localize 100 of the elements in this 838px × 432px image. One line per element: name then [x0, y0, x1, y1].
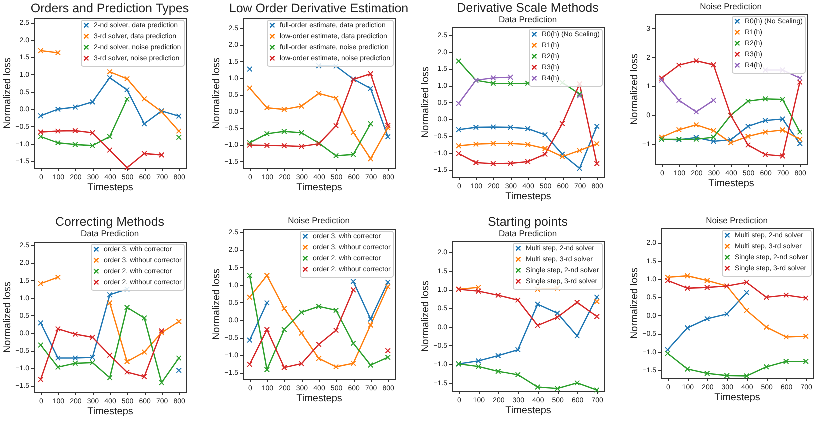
point — [264, 131, 270, 137]
point — [456, 150, 462, 157]
point — [496, 368, 502, 374]
point — [107, 300, 113, 306]
point — [476, 358, 482, 364]
point — [38, 342, 44, 348]
point — [676, 98, 682, 104]
point — [247, 142, 253, 148]
point — [535, 322, 541, 329]
point — [496, 353, 502, 359]
point — [72, 128, 78, 134]
point — [745, 134, 752, 140]
point — [385, 280, 391, 286]
point — [350, 360, 356, 366]
point — [594, 141, 600, 147]
point — [694, 122, 700, 128]
point — [797, 75, 803, 82]
point — [333, 123, 340, 129]
point — [744, 373, 750, 380]
point — [368, 86, 374, 92]
point — [508, 74, 514, 80]
point — [72, 332, 78, 338]
point — [298, 103, 305, 110]
point — [142, 349, 148, 356]
point — [710, 138, 717, 144]
point — [368, 156, 374, 162]
point — [784, 292, 790, 298]
point — [764, 294, 770, 300]
point — [385, 122, 391, 129]
point — [744, 308, 750, 314]
point — [764, 324, 770, 330]
point — [107, 292, 113, 298]
point — [515, 297, 521, 304]
chart-title: Starting points — [488, 215, 568, 229]
point — [176, 128, 182, 134]
point — [368, 362, 374, 368]
point — [490, 124, 496, 130]
point — [542, 152, 548, 158]
y-axis-title: Normalized loss — [630, 54, 641, 126]
point — [704, 284, 710, 291]
point — [72, 355, 78, 362]
point — [473, 160, 480, 166]
point — [350, 130, 356, 136]
point — [385, 134, 391, 140]
point — [368, 121, 374, 127]
point — [676, 127, 682, 133]
point — [542, 146, 548, 152]
chart-subtitle: Noise Prediction — [288, 216, 350, 226]
y-axis-title: Normalized loss — [630, 268, 641, 340]
point — [574, 380, 580, 386]
point — [684, 273, 690, 279]
point — [107, 75, 113, 81]
point — [72, 104, 78, 110]
point — [496, 292, 502, 298]
point — [124, 96, 130, 102]
point — [744, 290, 750, 296]
point — [368, 316, 374, 322]
y-axis-title: Normalized loss — [420, 66, 432, 138]
point — [55, 326, 62, 332]
point — [142, 374, 148, 380]
point — [176, 355, 182, 362]
point — [298, 361, 305, 367]
point — [560, 121, 566, 127]
point — [594, 314, 600, 320]
point — [247, 85, 253, 92]
point — [38, 320, 44, 326]
point — [247, 272, 253, 279]
y-axis-title: Normalized loss — [2, 58, 14, 130]
point — [350, 287, 356, 293]
point — [38, 48, 44, 54]
point — [142, 121, 148, 127]
point — [368, 71, 374, 77]
chart-title: Derivative Scale Methods — [457, 1, 599, 15]
point — [803, 358, 809, 364]
point — [38, 113, 44, 119]
point — [107, 352, 113, 358]
point — [264, 105, 270, 111]
point — [784, 334, 790, 340]
point — [350, 340, 356, 346]
point — [282, 364, 288, 371]
point — [554, 386, 560, 392]
point — [316, 356, 322, 362]
point — [333, 308, 340, 314]
point — [247, 140, 253, 146]
point — [803, 295, 809, 302]
point — [762, 96, 768, 102]
point — [55, 364, 62, 370]
point — [535, 302, 541, 308]
point — [659, 75, 665, 82]
point — [762, 118, 768, 124]
point — [333, 95, 340, 102]
point — [594, 294, 600, 300]
point — [90, 142, 96, 149]
y-axis-title: Normalized loss — [420, 280, 432, 352]
point — [55, 128, 62, 134]
point — [282, 128, 288, 135]
chart-title: Low Order Derivative Estimation — [229, 2, 409, 16]
point — [333, 153, 340, 159]
chart-title: Correcting Methods — [55, 215, 165, 230]
point — [90, 334, 96, 340]
